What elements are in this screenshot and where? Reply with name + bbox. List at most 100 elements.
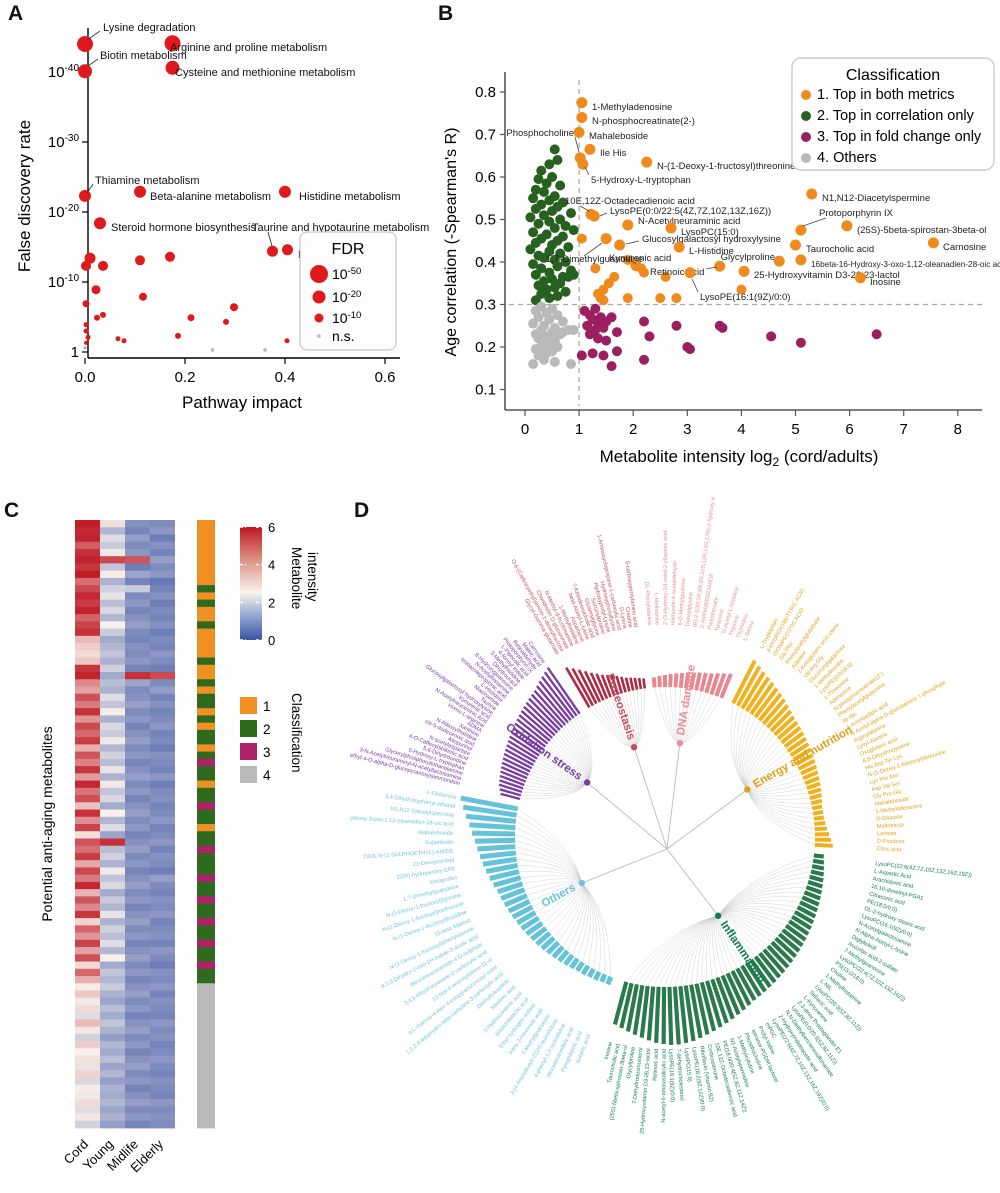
classification-cell [197, 889, 215, 897]
heatmap-cell [100, 983, 125, 991]
green-point [549, 144, 560, 155]
bar [730, 970, 752, 1006]
heatmap-cell [75, 831, 100, 839]
heatmap-cell [150, 729, 175, 738]
heatmap-cell [125, 679, 150, 687]
data-point [98, 260, 108, 271]
heatmap-cell [100, 650, 125, 658]
heatmap-cell [150, 758, 175, 767]
heatmap-cell [75, 585, 100, 593]
heatmap-cell [125, 556, 150, 564]
classification-cell [197, 1048, 215, 1057]
green-point [538, 186, 549, 197]
heatmap-cell [150, 860, 175, 868]
edge-curve [522, 878, 583, 884]
heatmap-cell [150, 1077, 175, 1085]
bar [683, 672, 691, 689]
ns-data-point [263, 348, 267, 352]
bar [809, 793, 822, 801]
heatmap-cell [150, 1041, 175, 1049]
heatmap-cell [75, 910, 100, 919]
data-point [94, 314, 100, 321]
bar [492, 875, 522, 888]
heatmap-cell [100, 635, 125, 644]
edge-curve [633, 688, 646, 748]
edge-curve [730, 703, 748, 790]
heatmap-cell [150, 925, 175, 933]
ring-label: 2-(3-Hydroxy-1H-indol-2-yl)acetic acid [663, 531, 669, 625]
leader-line [87, 58, 99, 67]
heatmap-cell [150, 910, 175, 919]
bar [773, 715, 796, 737]
classification-cell [197, 1033, 215, 1042]
heatmap-cell [75, 577, 100, 586]
heatmap-cell [125, 534, 150, 543]
bar [795, 753, 814, 766]
heatmap-cell [75, 722, 100, 731]
heatmap-cell [100, 997, 125, 1006]
heatmap-cell [75, 976, 100, 984]
heatmap-cell [75, 954, 100, 962]
ring-label: Imidazole-4-acetaldehyde [670, 561, 678, 625]
bar [571, 668, 595, 707]
heatmap-cell [125, 947, 150, 955]
heatmap-cell [125, 650, 150, 658]
bar [740, 964, 762, 997]
heatmap-cell [125, 700, 150, 709]
edge-curve [581, 882, 591, 963]
green-point [530, 203, 541, 214]
bar [557, 949, 570, 963]
data-point [82, 300, 90, 308]
classification-cell [197, 976, 215, 984]
point-label: 5-Hydroxy-L-tryptophan [591, 175, 691, 186]
green-point [547, 274, 558, 284]
x-tick-label: 3 [683, 421, 691, 438]
orange-point [598, 295, 609, 306]
heatmap-cell [150, 541, 175, 550]
classification-cell [197, 1004, 215, 1013]
heatmap-cell [125, 809, 150, 818]
classification-cell [197, 729, 215, 738]
bar [520, 710, 554, 739]
bar [667, 986, 674, 1045]
heatmap-cell [125, 939, 150, 948]
edge-curve [517, 865, 583, 884]
heatmap-cell [125, 599, 150, 608]
hub-line [666, 789, 748, 850]
heatmap-cell [125, 1070, 150, 1078]
orange-point [841, 220, 853, 232]
heatmap-y-title: Potential anti-aging metabolites [39, 726, 55, 921]
bar [744, 961, 767, 993]
purple-point [671, 320, 682, 331]
heatmap-cell [150, 997, 175, 1006]
bar [503, 752, 533, 770]
point-label: Kynurenic acid [609, 253, 671, 264]
bar [672, 986, 681, 1045]
x-tick-label: 0 [521, 421, 529, 438]
heatmap-cell [125, 520, 150, 528]
orange-point [588, 210, 600, 222]
purple-point [582, 320, 593, 331]
purple-point [584, 329, 595, 340]
heatmap-cell [75, 983, 100, 991]
panel-a-bubble-plot: 10-40 10-30 10-20 10-10 1 0.0 0.2 0.4 0.6 Pathway… [15, 22, 429, 412]
edge-curve [515, 827, 583, 884]
bar [485, 862, 519, 874]
bar [704, 673, 714, 694]
classification-cell [197, 548, 215, 557]
classification-cell [197, 1070, 215, 1078]
bar [605, 975, 614, 986]
heatmap-cell [100, 664, 125, 673]
heatmap-cell [150, 881, 175, 890]
edge-curve [577, 882, 589, 959]
bar [536, 685, 569, 724]
x-axis-title: Pathway impact [182, 393, 302, 412]
bar [783, 731, 805, 749]
bar [710, 978, 729, 1024]
edge-curve [516, 858, 583, 884]
orange-point [673, 241, 685, 253]
heatmap-cell [100, 744, 125, 753]
heatmap-cell [75, 1019, 100, 1028]
point-label: Ile His [600, 148, 627, 159]
heatmap-cell [125, 831, 150, 839]
